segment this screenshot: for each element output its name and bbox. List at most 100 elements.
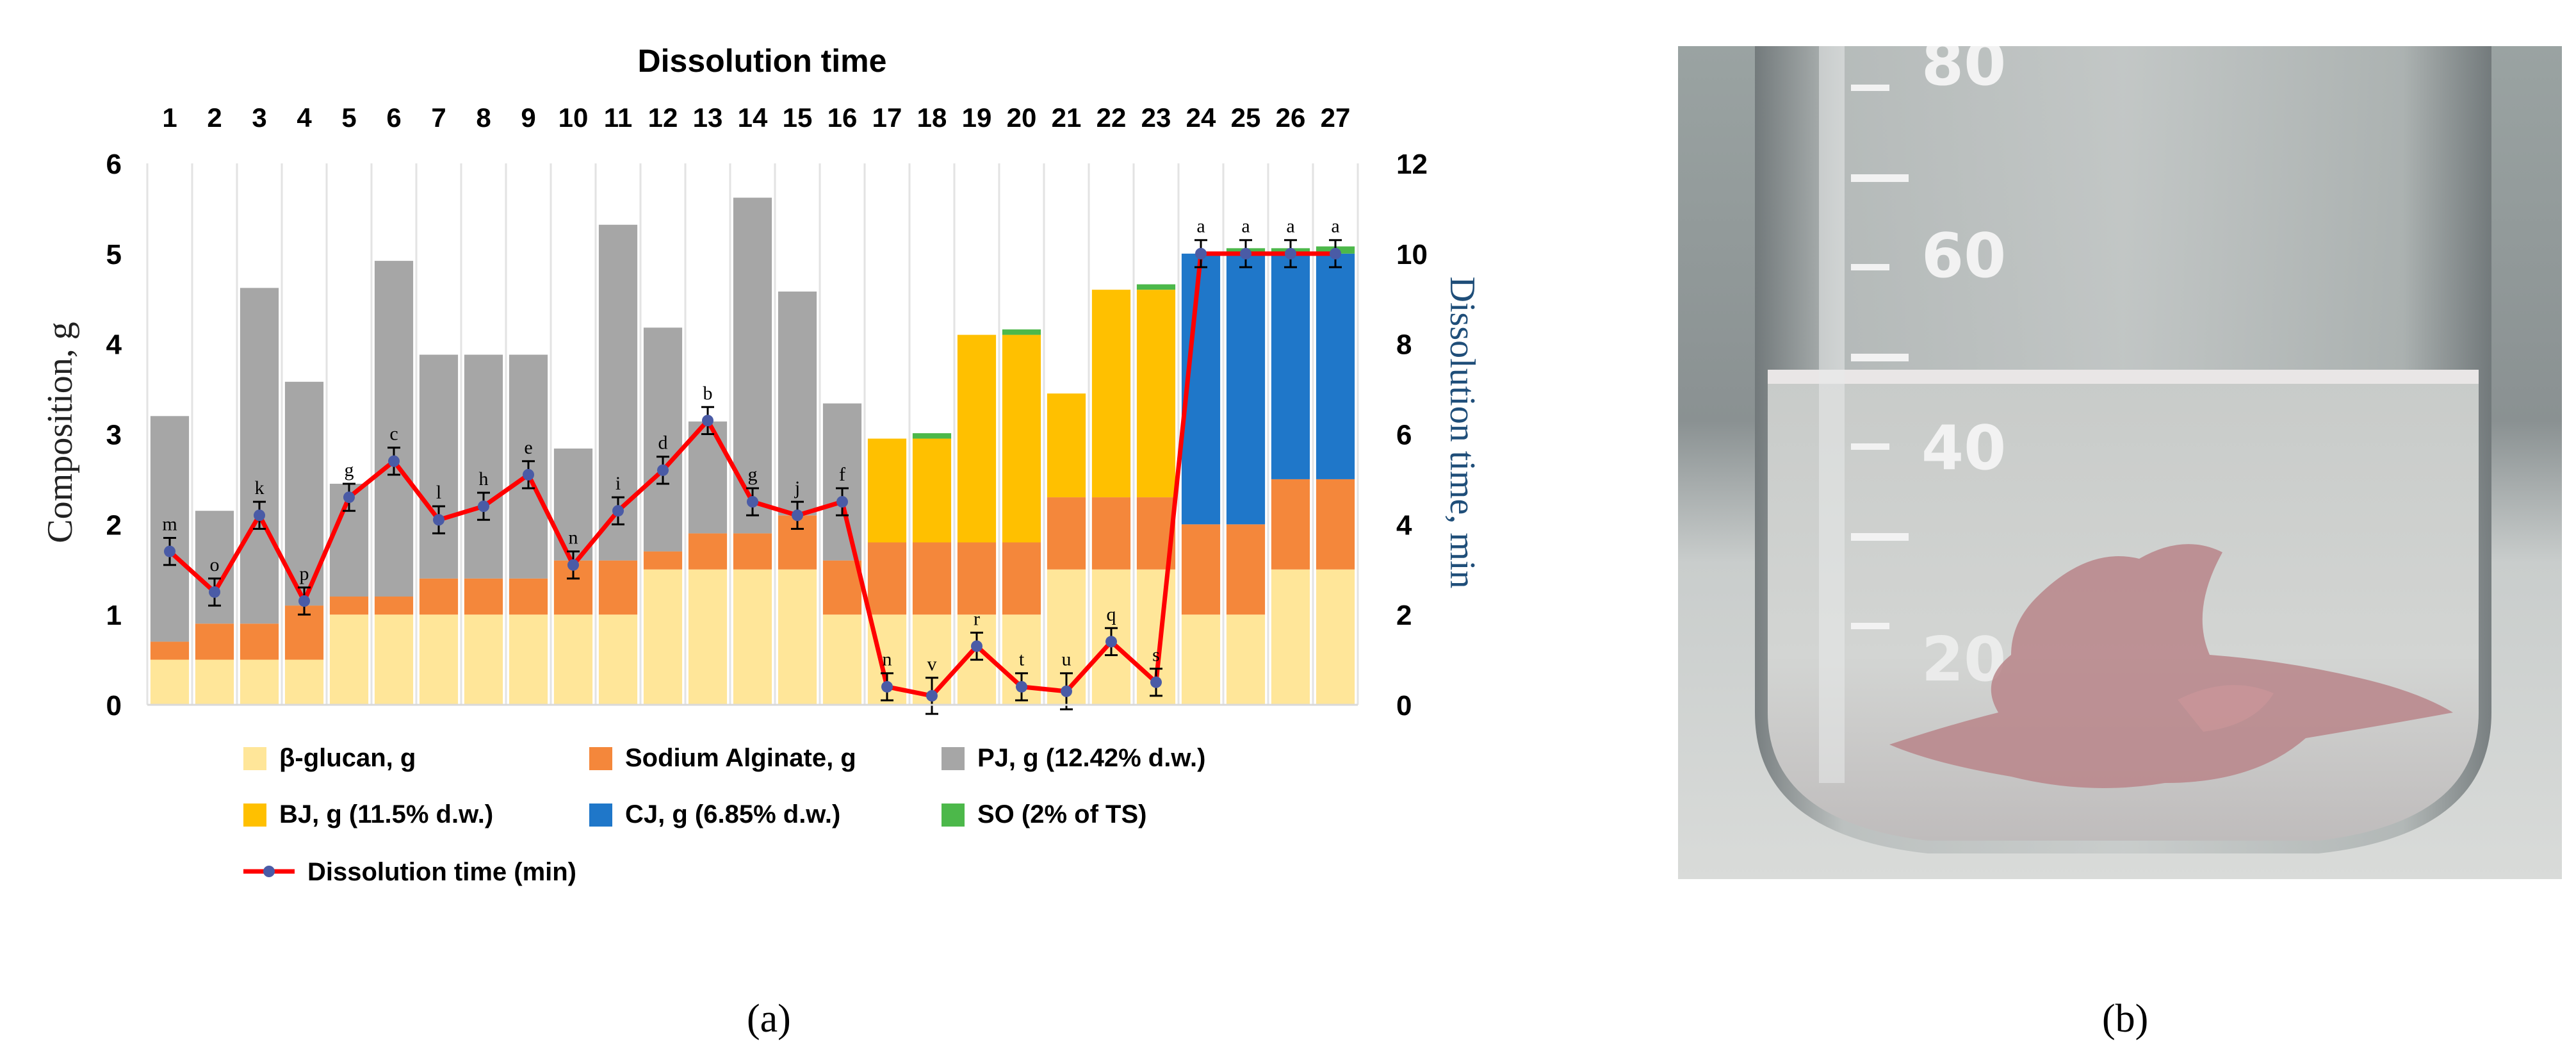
glass-highlight (1819, 46, 1845, 783)
category-label: 11 (604, 103, 632, 133)
significance-letter: b (703, 383, 713, 404)
bar-segment (822, 560, 862, 615)
y2-tick-label: 6 (1396, 420, 1412, 451)
dissolution-line-layer: m o k p g c l h e n i d b g j f n v r t u q s a a a a (162, 216, 1342, 715)
bar-segment (509, 614, 548, 705)
line-marker (388, 455, 400, 467)
pink-film-piece (1889, 544, 2453, 788)
bar-segment (419, 354, 459, 579)
bar-segment (778, 291, 817, 516)
legend-line-marker (263, 866, 275, 877)
bar-segment (957, 542, 997, 615)
line-marker (702, 415, 713, 427)
category-label: 16 (827, 103, 858, 133)
significance-letter: l (436, 482, 441, 503)
bar-segment (553, 614, 593, 705)
bar-segment (867, 438, 907, 543)
line-marker (1330, 247, 1341, 260)
y2-tick-label: 12 (1396, 149, 1428, 180)
line-marker (298, 595, 310, 607)
chart-legend: β-glucan, g Sodium Alginate, g PJ, g (12.4… (243, 744, 1205, 886)
bar-segment (643, 327, 683, 552)
bar-segment (733, 569, 772, 705)
category-label: 20 (1007, 103, 1037, 133)
bar-segment (464, 578, 503, 615)
significance-letter: q (1107, 604, 1116, 625)
category-label: 14 (738, 103, 768, 133)
bar-segment (284, 659, 324, 705)
bar-segment (1316, 253, 1355, 479)
line-marker (478, 500, 489, 513)
y-tick-label: 0 (106, 690, 122, 721)
category-label: 18 (917, 103, 947, 133)
line-marker (523, 468, 534, 481)
line-marker (1105, 636, 1117, 648)
y2-axis-label: Dissolution time, min (1442, 277, 1482, 589)
bar-segment (822, 403, 862, 561)
bar-segment (643, 551, 683, 570)
category-label: 17 (872, 103, 902, 133)
panel-b-caption: (b) (2102, 997, 2149, 1041)
bar-segment (374, 261, 414, 597)
category-label: 3 (252, 103, 266, 133)
scale-mark-80: 80 (1921, 46, 2006, 99)
category-label: 9 (521, 103, 535, 133)
line-marker (433, 514, 444, 526)
bar-segment (150, 416, 190, 642)
category-label: 8 (476, 103, 491, 133)
line-marker (747, 496, 758, 508)
line-marker (254, 509, 265, 522)
y2-tick-label: 0 (1396, 690, 1412, 721)
line-marker (343, 491, 355, 504)
significance-letter: m (162, 513, 177, 534)
bar-segment (1271, 253, 1310, 479)
category-label: 24 (1186, 103, 1216, 133)
category-label: 2 (207, 103, 222, 133)
bar-segment (240, 288, 279, 624)
significance-letter: e (524, 437, 532, 458)
category-label: 12 (648, 103, 678, 133)
bar-segment (1091, 497, 1131, 570)
line-marker (926, 689, 938, 702)
bar-segment (1047, 497, 1086, 570)
bar-segment (509, 578, 548, 615)
bar-segment (374, 597, 414, 615)
bar-segment (419, 614, 459, 705)
legend-swatch (589, 747, 612, 770)
line-marker (1240, 247, 1251, 260)
category-label: 13 (693, 103, 723, 133)
significance-letter: f (839, 464, 845, 485)
scale-mark-40: 40 (1921, 413, 2006, 484)
bar-segment (688, 533, 728, 570)
legend-swatch (942, 803, 965, 827)
legend-label: CJ, g (6.85% d.w.) (625, 800, 840, 828)
bar-segment (1002, 329, 1041, 335)
y2-tick-label: 2 (1396, 600, 1412, 631)
significance-letter: v (927, 654, 937, 675)
bar-segment (1091, 290, 1131, 498)
line-marker (792, 509, 803, 522)
significance-letter: t (1019, 649, 1025, 670)
category-label: 21 (1052, 103, 1082, 133)
bar-segment (1316, 479, 1355, 570)
bar-segment (374, 614, 414, 705)
bar-segment (912, 438, 952, 543)
significance-letter: i (615, 473, 621, 494)
bar-segment (598, 614, 638, 705)
significance-letter: a (1331, 216, 1339, 237)
chart-title: Dissolution time (638, 43, 887, 79)
significance-letter: a (1196, 216, 1205, 237)
significance-letter: p (300, 563, 309, 584)
bar-segment (150, 659, 190, 705)
line-marker (1285, 247, 1296, 260)
significance-letter: a (1241, 216, 1250, 237)
legend-label: SO (2% of TS) (977, 800, 1146, 828)
bar-segment (419, 578, 459, 615)
legend-swatch (589, 803, 612, 827)
y2-tick-label: 10 (1396, 239, 1428, 270)
legend-label: Dissolution time (min) (307, 858, 576, 886)
line-marker (164, 545, 175, 557)
category-label: 22 (1096, 103, 1127, 133)
bars-layer (150, 197, 1355, 705)
